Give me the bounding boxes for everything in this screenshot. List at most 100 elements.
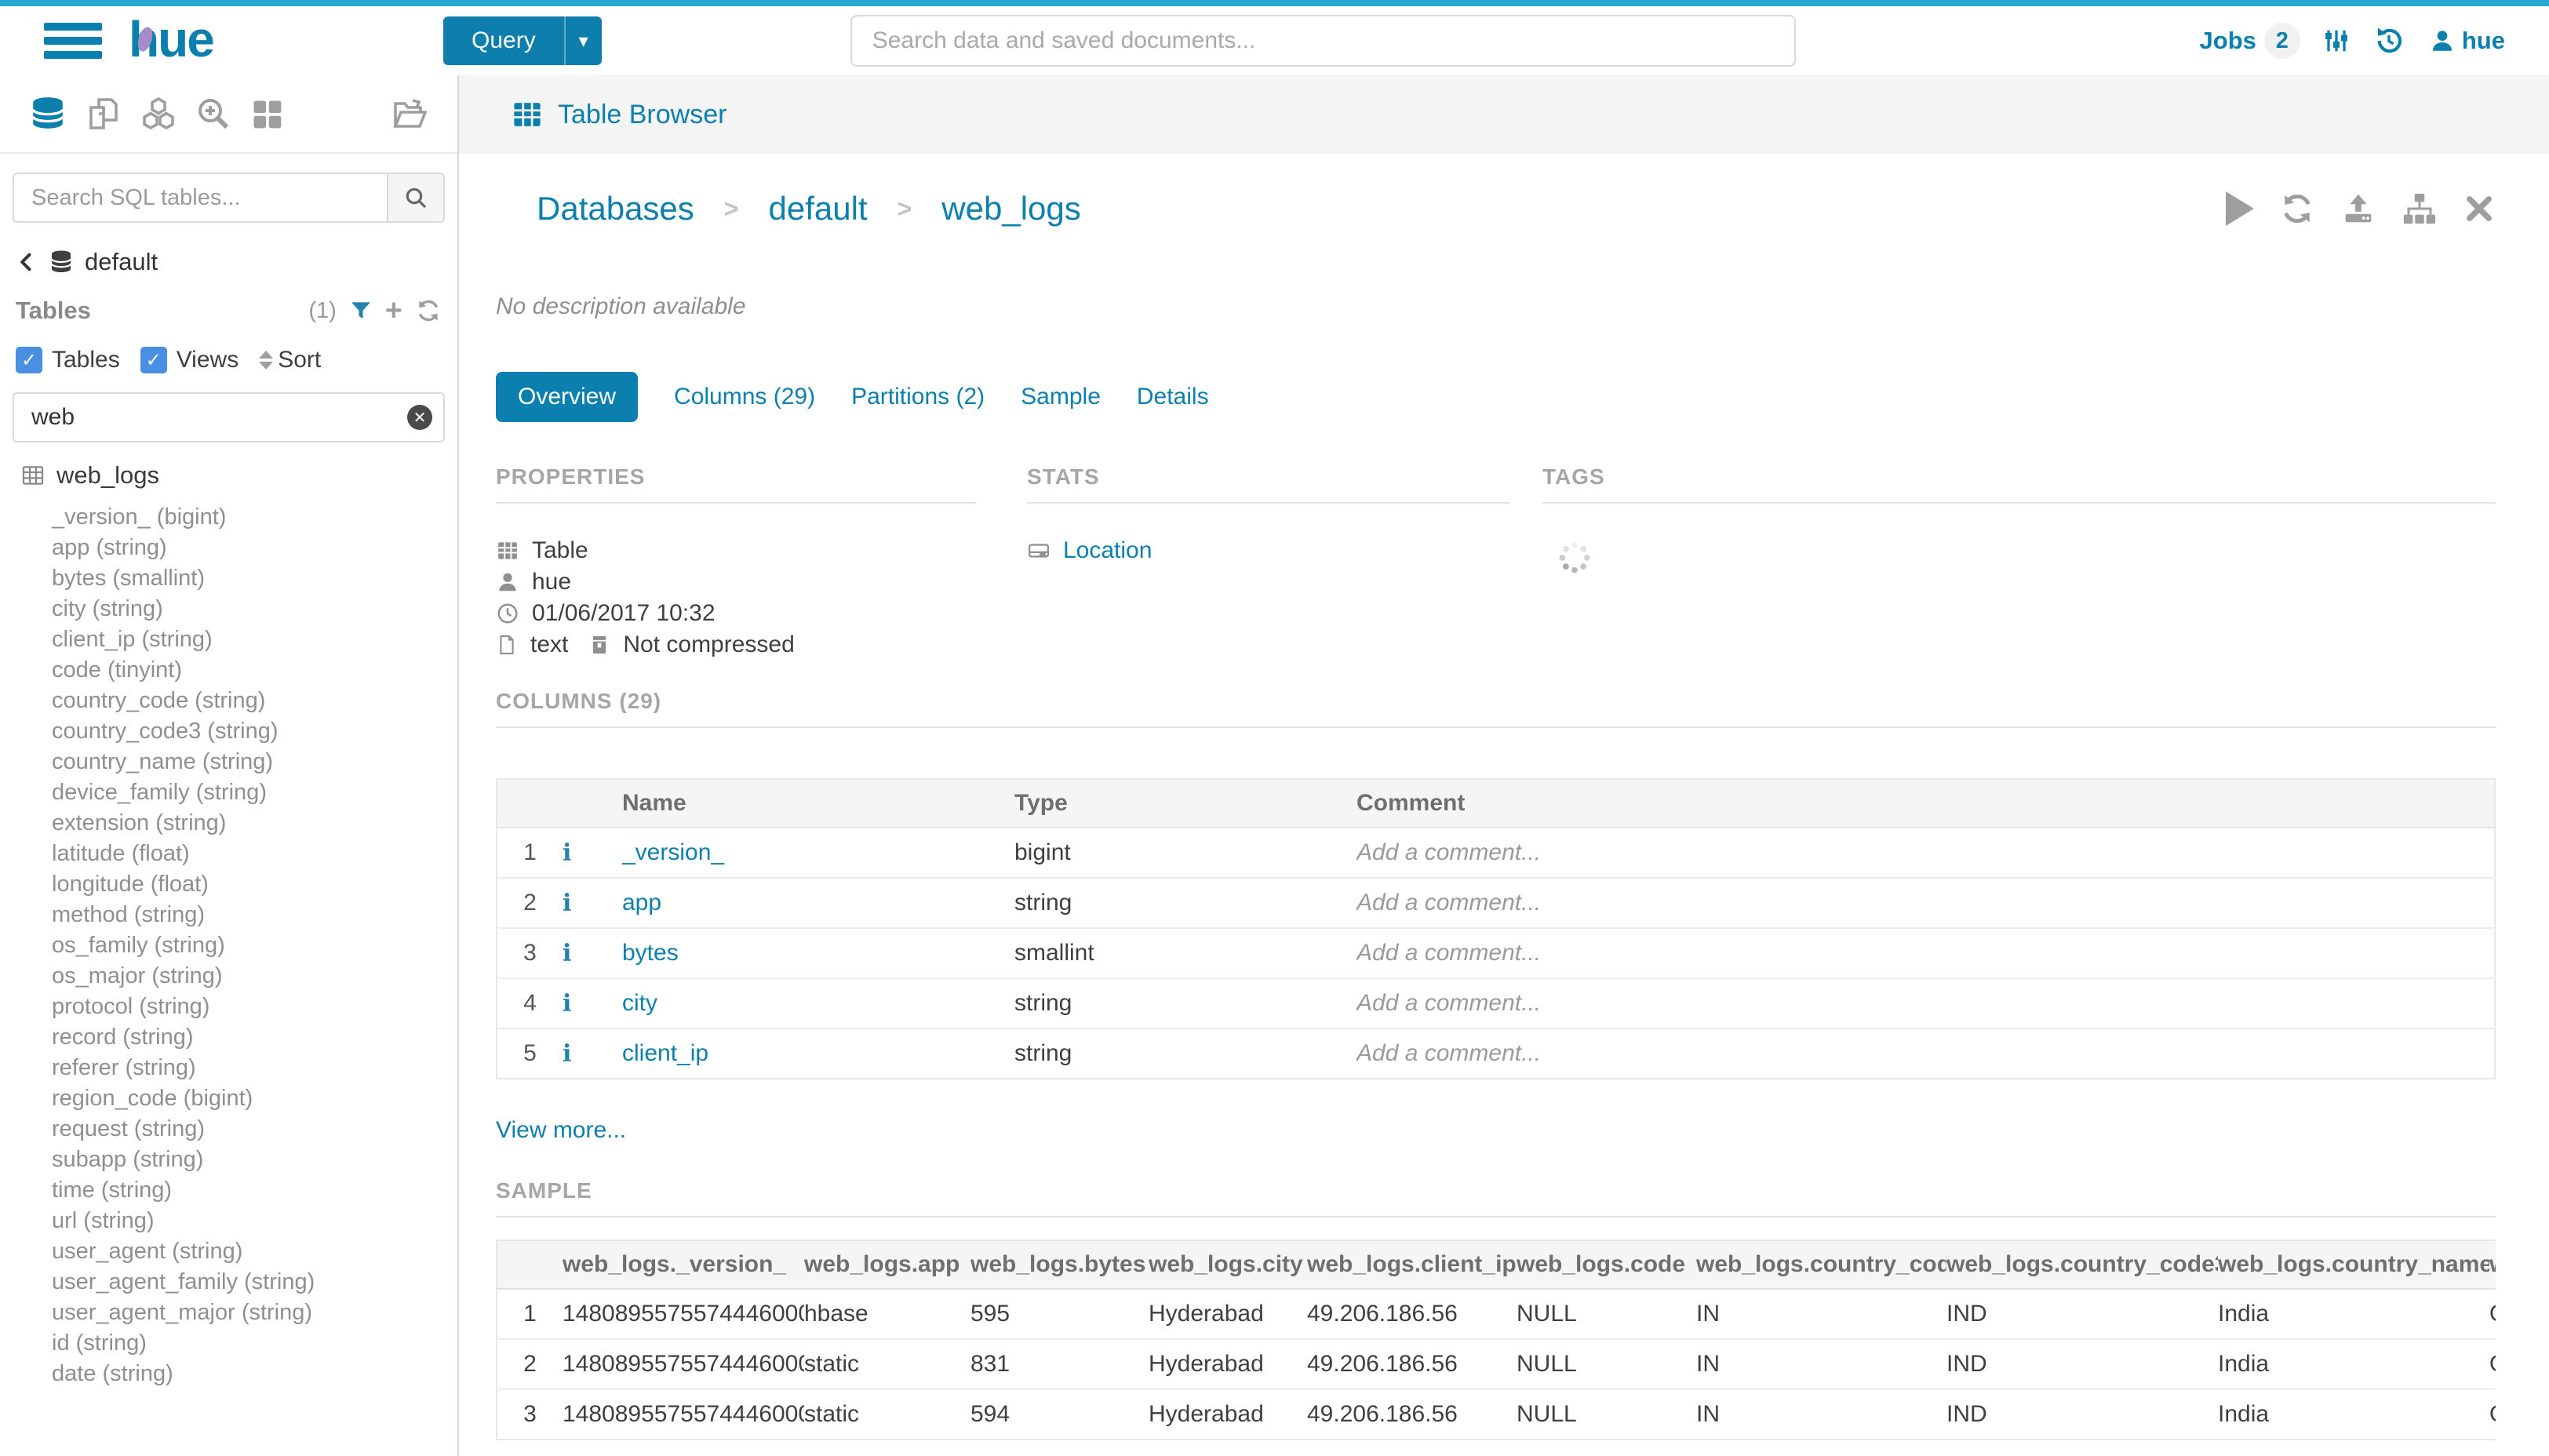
comment-placeholder[interactable]: Add a comment...: [1356, 977, 2495, 1028]
sidebar-column-item[interactable]: country_code3 (string): [52, 719, 279, 744]
comment-placeholder[interactable]: Add a comment...: [1356, 1028, 2495, 1079]
sample-section-title: SAMPLE: [496, 1178, 2496, 1218]
current-database-label[interactable]: default: [85, 248, 158, 275]
refresh-icon[interactable]: [2279, 191, 2315, 227]
user-menu[interactable]: hue: [2429, 27, 2505, 55]
sample-cell: 1480895575574446000: [563, 1338, 804, 1389]
jobs-count-badge[interactable]: 2: [2263, 23, 2300, 59]
comment-placeholder[interactable]: Add a comment...: [1356, 839, 1542, 865]
sidebar-column-item[interactable]: country_code (string): [52, 688, 266, 713]
sql-table-search-button[interactable]: [387, 174, 443, 221]
sidebar-column-item[interactable]: os_family (string): [52, 933, 225, 958]
menu-icon[interactable]: [44, 16, 102, 65]
breadcrumb-default[interactable]: default: [768, 190, 868, 227]
property-type: Table: [496, 535, 977, 566]
sidebar-column-item[interactable]: user_agent_major (string): [52, 1300, 313, 1325]
view-more-link[interactable]: View more...: [496, 1117, 627, 1143]
column-name-link[interactable]: _version_: [622, 839, 725, 865]
sidebar-column-item[interactable]: id (string): [52, 1330, 147, 1356]
breadcrumb-web-logs[interactable]: web_logs: [941, 190, 1081, 227]
add-table-icon[interactable]: +: [384, 294, 402, 327]
query-button[interactable]: Query: [443, 16, 564, 65]
sidebar-column-item[interactable]: date (string): [52, 1361, 173, 1386]
sidebar-column-item[interactable]: user_agent_family (string): [52, 1269, 315, 1294]
zoom-plus-icon[interactable]: [195, 95, 232, 133]
row-number: 1: [523, 839, 537, 865]
query-dropdown-caret[interactable]: ▾: [563, 16, 602, 65]
sidebar-column-item[interactable]: region_code (bigint): [52, 1086, 253, 1111]
tab-overview[interactable]: Overview: [496, 372, 639, 422]
columns-table-body: 1 i _version_ bigint Add a comment... 2 i app st…: [497, 828, 2495, 1079]
sidebar-column-item[interactable]: device_family (string): [52, 780, 267, 805]
comment-placeholder[interactable]: Add a comment...: [1356, 877, 2495, 928]
sample-table-header: web_logs.code: [1517, 1240, 1696, 1290]
sidebar-column-item[interactable]: user_agent (string): [52, 1239, 243, 1264]
sample-cell: IN: [1696, 1301, 1720, 1327]
global-search-input[interactable]: [850, 15, 1796, 67]
back-chevron-icon[interactable]: [16, 249, 38, 275]
history-icon[interactable]: [2372, 24, 2405, 57]
sidebar-column-item[interactable]: bytes (smallint): [52, 566, 205, 591]
sidebar-column-item[interactable]: referer (string): [52, 1055, 196, 1080]
sidebar-column-item[interactable]: protocol (string): [52, 994, 210, 1019]
sidebar-column-item[interactable]: code (tinyint): [52, 657, 183, 682]
sidebar-column-item[interactable]: os_major (string): [52, 963, 223, 988]
tab-details[interactable]: Details: [1136, 384, 1209, 410]
sidebar-column-item[interactable]: latitude (float): [52, 841, 190, 866]
sidebar-column-item[interactable]: city (string): [52, 596, 163, 621]
clear-filter-icon[interactable]: ✕: [407, 405, 432, 430]
info-icon[interactable]: i: [563, 839, 572, 867]
upload-icon[interactable]: [2340, 191, 2376, 227]
column-name-link[interactable]: app: [622, 877, 1014, 928]
sidebar-column-item[interactable]: method (string): [52, 902, 206, 927]
sliders-icon[interactable]: [2321, 25, 2352, 56]
column-name-link[interactable]: city: [622, 977, 1014, 1028]
info-icon[interactable]: i: [563, 877, 622, 928]
sql-table-search-input[interactable]: [14, 174, 387, 221]
filter-funnel-icon[interactable]: [349, 299, 373, 322]
sidebar-column-item[interactable]: country_name (string): [52, 749, 274, 774]
sidebar-column-item[interactable]: request (string): [52, 1116, 206, 1141]
refresh-icon[interactable]: [415, 297, 442, 324]
sidebar-column-item[interactable]: subapp (string): [52, 1147, 204, 1172]
folder-icon[interactable]: [390, 95, 429, 133]
sidebar-column-item[interactable]: longitude (float): [52, 872, 209, 897]
column-name-link[interactable]: client_ip: [622, 1028, 1014, 1079]
column-name-link[interactable]: bytes: [622, 927, 1014, 978]
cubes-icon[interactable]: [140, 95, 177, 133]
sidebar-column-item[interactable]: app (string): [52, 535, 167, 560]
hue-logo[interactable]: hue: [129, 17, 282, 64]
views-checkbox[interactable]: ✓: [140, 347, 167, 373]
left-assist-panel: default Tables (1) + ✓ Tables: [0, 75, 459, 1456]
sidebar-column-item[interactable]: extension (string): [52, 810, 227, 835]
columns-table-header: Type: [1014, 779, 1356, 828]
sidebar-column-item[interactable]: time (string): [52, 1178, 173, 1203]
close-icon[interactable]: [2463, 192, 2496, 225]
table-name-filter-input[interactable]: [13, 392, 445, 442]
sidebar-column-item[interactable]: client_ip (string): [52, 627, 213, 652]
sidebar-table-web-logs[interactable]: web_logs: [20, 461, 457, 490]
documents-icon[interactable]: [85, 95, 122, 133]
tab-sample[interactable]: Sample: [1021, 384, 1101, 410]
sidebar-column-item[interactable]: url (string): [52, 1208, 155, 1233]
apps-grid-icon[interactable]: [249, 96, 284, 131]
comment-placeholder[interactable]: Add a comment...: [1356, 927, 2495, 978]
info-icon[interactable]: i: [563, 927, 622, 978]
sample-cell: O: [2489, 1289, 2496, 1339]
search-icon: [406, 187, 427, 209]
info-icon[interactable]: i: [563, 1028, 622, 1079]
tab-columns-29[interactable]: Columns (29): [674, 384, 816, 410]
location-link[interactable]: Location: [1063, 537, 1153, 563]
sql-assist-database-icon[interactable]: [28, 93, 67, 134]
sample-table-viewport[interactable]: web_logs._version_ web_logs.app web_logs.b…: [496, 1239, 2496, 1440]
sort-toggle[interactable]: Sort: [259, 347, 321, 373]
sidebar-column-item[interactable]: _version_ (bigint): [52, 504, 227, 530]
sidebar-column-item[interactable]: record (string): [52, 1025, 194, 1050]
breadcrumb-databases[interactable]: Databases: [537, 190, 694, 227]
info-icon[interactable]: i: [563, 977, 622, 1028]
query-play-icon[interactable]: [2226, 191, 2254, 226]
tables-checkbox[interactable]: ✓: [16, 347, 42, 373]
jobs-link[interactable]: Jobs: [2199, 27, 2256, 54]
tab-partitions-2[interactable]: Partitions (2): [851, 384, 985, 410]
sitemap-icon[interactable]: [2402, 191, 2438, 227]
